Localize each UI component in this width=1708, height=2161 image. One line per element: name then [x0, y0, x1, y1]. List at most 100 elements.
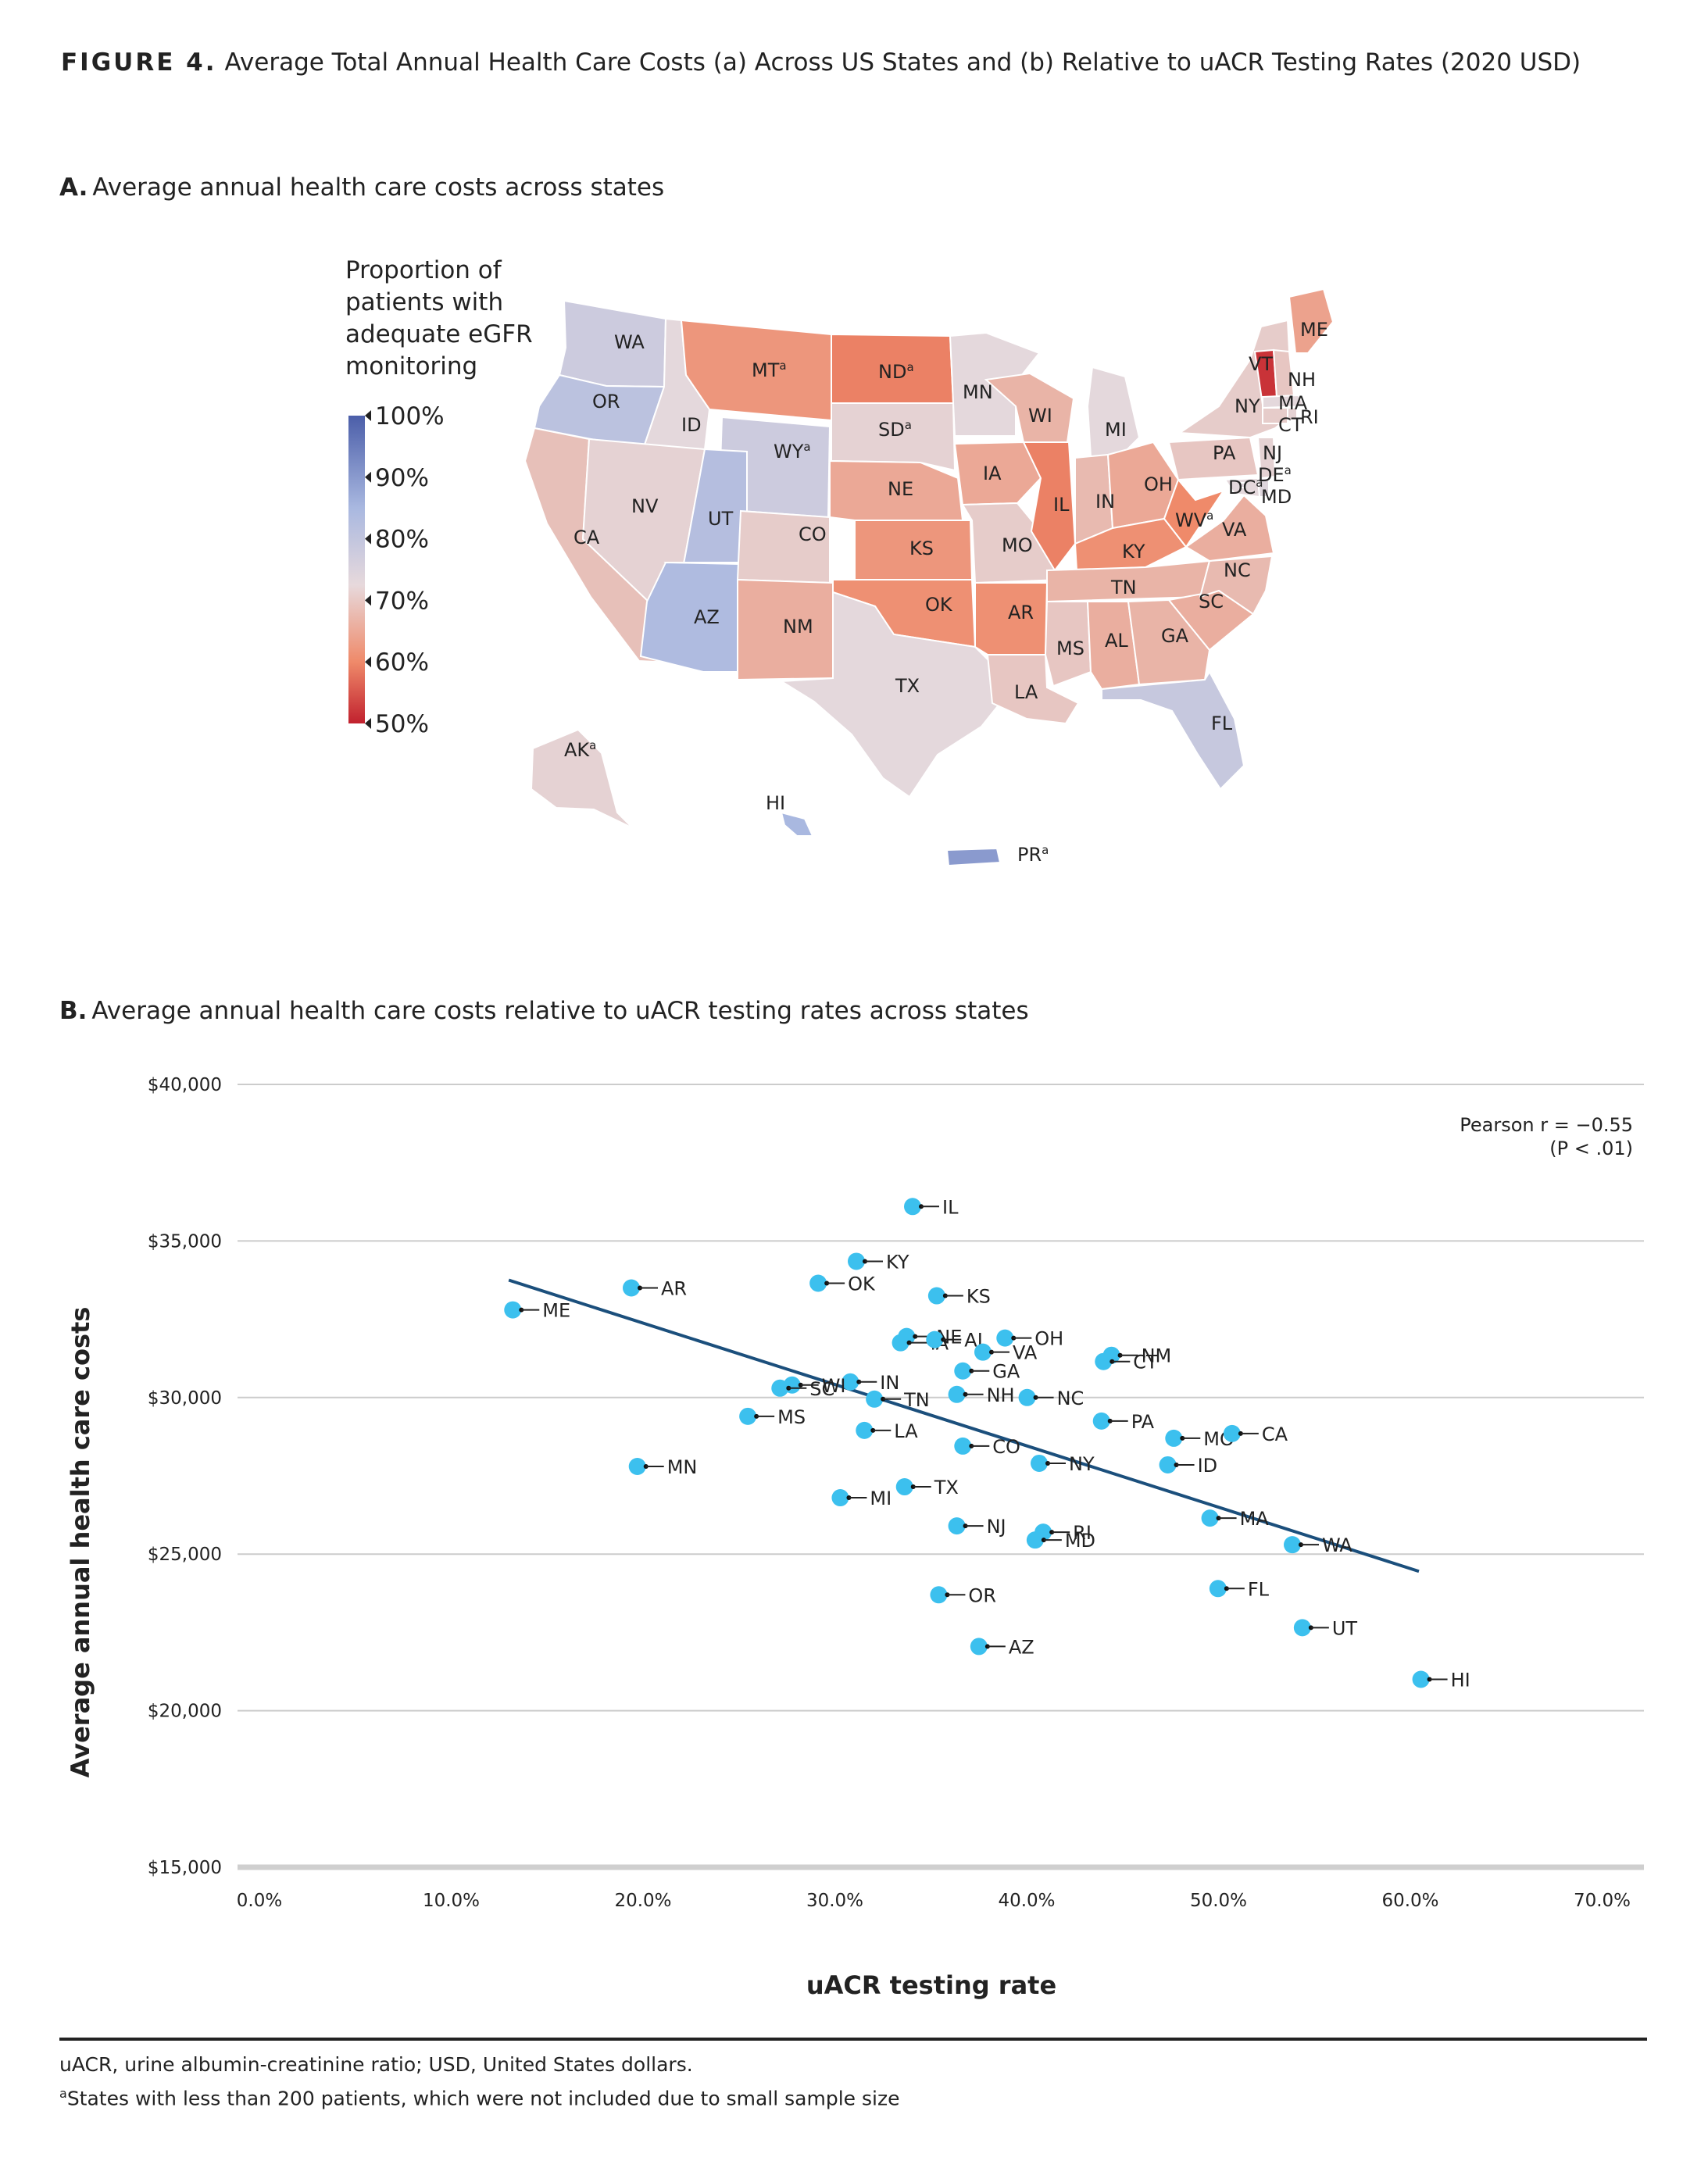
legend-tick-mark [365, 718, 371, 729]
point-anchor [863, 1259, 867, 1264]
legend-tick-label: 80% [375, 526, 429, 554]
point-anchor [910, 1484, 916, 1490]
state-label-ga: GA [1161, 625, 1189, 647]
legend-tick-label: 90% [375, 464, 429, 492]
point-label: PA [1131, 1411, 1155, 1433]
point-va: VA [974, 1342, 1038, 1364]
point-marker [1223, 1424, 1241, 1442]
state-label-oh: OH [1144, 473, 1173, 495]
y-tick-label: $40,000 [148, 1075, 222, 1095]
point-ri: RI [1034, 1522, 1092, 1544]
point-label: CA [1262, 1423, 1288, 1445]
state-mt [680, 319, 832, 422]
point-anchor [881, 1396, 886, 1402]
point-label: MN [667, 1456, 698, 1478]
state-label-sc: SC [1199, 591, 1224, 613]
legend-colorbar [348, 416, 365, 723]
x-tick-label: 60.0% [1381, 1891, 1438, 1911]
point-marker [628, 1457, 646, 1475]
choropleth-map: 100% 90% 80% 70% 60% 50% WA OR CA ID NV MTa WYa UT AZ… [348, 288, 1335, 867]
state-label-ca: CA [574, 527, 600, 548]
state-label-ut: UT [708, 508, 734, 530]
footer-rule [59, 2038, 1647, 2041]
point-label: HI [1451, 1670, 1470, 1691]
point-ky: KY [848, 1251, 909, 1273]
y-tick-label: $15,000 [148, 1858, 222, 1878]
pearson-annotation: Pearson r = −0.55 [1460, 1114, 1633, 1136]
point-label: NJ [987, 1516, 1006, 1538]
point-marker [930, 1586, 948, 1604]
state-label-tx: TX [895, 675, 920, 697]
point-label: IL [942, 1196, 959, 1218]
y-tick-label: $30,000 [148, 1388, 222, 1409]
figure-title: FIGURE 4. Average Total Annual Health Car… [61, 48, 1581, 77]
point-ms: MS [739, 1406, 806, 1428]
point-anchor [1174, 1462, 1179, 1467]
point-mo: MO [1165, 1428, 1235, 1450]
point-marker [739, 1407, 757, 1425]
point-marker [948, 1517, 966, 1535]
state-label-me: ME [1300, 319, 1328, 341]
point-anchor [1107, 1418, 1113, 1423]
point-anchor [941, 1337, 946, 1342]
point-marker [809, 1274, 827, 1292]
point-marker [1018, 1388, 1036, 1406]
point-marker [1201, 1509, 1219, 1527]
state-hi [780, 811, 814, 837]
state-label-nj: NJ [1263, 442, 1282, 464]
legend-tick-label: 50% [375, 710, 429, 738]
point-id: ID [1159, 1455, 1218, 1477]
state-label-nc: NC [1224, 559, 1251, 581]
x-tick-label: 30.0% [806, 1891, 863, 1911]
footnote-sup: a [59, 2086, 67, 2101]
point-anchor [824, 1281, 830, 1286]
point-label: MO [1203, 1428, 1235, 1450]
state-wv [1163, 478, 1226, 548]
point-marker [954, 1362, 972, 1380]
state-label-ok: OK [925, 594, 953, 616]
point-ma: MA [1201, 1508, 1269, 1530]
state-label-nm: NM [783, 616, 813, 638]
state-label-mi: MI [1105, 419, 1127, 441]
point-ok: OK [809, 1273, 876, 1295]
point-marker [1092, 1412, 1110, 1430]
point-label: NM [1142, 1345, 1172, 1367]
x-tick-label: 50.0% [1190, 1891, 1247, 1911]
point-wi: WI [783, 1375, 846, 1397]
x-tick-label: 0.0% [237, 1891, 282, 1911]
state-label-ms: MS [1056, 638, 1084, 659]
legend-ticks: 100% 90% 80% 70% 60% 50% [365, 402, 445, 738]
point-label: SC [809, 1378, 834, 1400]
state-label-wv: WVa [1175, 509, 1213, 531]
point-anchor [846, 1495, 852, 1501]
point-il: IL [904, 1196, 959, 1218]
point-md: MD [1026, 1530, 1095, 1552]
point-label: VA [1013, 1342, 1038, 1364]
state-ri [1287, 407, 1298, 421]
point-marker [848, 1252, 865, 1270]
state-wa [558, 299, 667, 388]
point-anchor [906, 1340, 912, 1345]
point-label: WA [1322, 1534, 1352, 1556]
state-label-mt: MTa [752, 359, 787, 381]
point-anchor [1180, 1435, 1185, 1441]
point-me: ME [504, 1300, 570, 1322]
point-marker [954, 1437, 972, 1455]
legend-title: Proportion of patients with adequate eGF… [345, 256, 533, 380]
panel-a-title-text: Average annual health care costs across … [92, 173, 665, 202]
point-ar: AR [623, 1278, 687, 1300]
figure-title-text: Average Total Annual Health Care Costs (… [224, 48, 1581, 77]
state-label-ar: AR [1008, 602, 1034, 623]
point-nj: NJ [948, 1516, 1006, 1538]
state-tx [778, 591, 1002, 798]
point-label: ID [1198, 1455, 1218, 1477]
point-label: CT [1133, 1352, 1158, 1373]
state-label-ma: MA [1278, 392, 1308, 414]
point-marker [1026, 1531, 1044, 1549]
state-label-ia: IA [983, 463, 1002, 484]
legend-tick-label: 100% [375, 402, 445, 430]
state-label-pa: PA [1213, 442, 1236, 464]
point-anchor [1045, 1460, 1050, 1466]
state-ga [1127, 598, 1211, 686]
